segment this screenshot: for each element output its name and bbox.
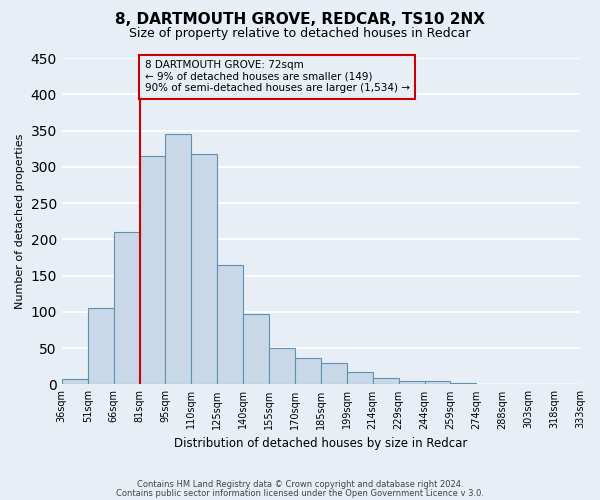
X-axis label: Distribution of detached houses by size in Redcar: Distribution of detached houses by size … xyxy=(174,437,467,450)
Bar xyxy=(191,154,217,384)
Bar xyxy=(166,134,191,384)
Bar xyxy=(347,372,373,384)
Bar xyxy=(321,362,347,384)
Bar xyxy=(217,264,243,384)
Bar xyxy=(451,383,476,384)
Y-axis label: Number of detached properties: Number of detached properties xyxy=(15,134,25,309)
Bar xyxy=(62,380,88,384)
Text: 8, DARTMOUTH GROVE, REDCAR, TS10 2NX: 8, DARTMOUTH GROVE, REDCAR, TS10 2NX xyxy=(115,12,485,28)
Bar xyxy=(373,378,398,384)
Bar xyxy=(425,381,451,384)
Text: Contains HM Land Registry data © Crown copyright and database right 2024.: Contains HM Land Registry data © Crown c… xyxy=(137,480,463,489)
Bar xyxy=(295,358,321,384)
Bar xyxy=(88,308,113,384)
Text: Size of property relative to detached houses in Redcar: Size of property relative to detached ho… xyxy=(129,28,471,40)
Bar xyxy=(243,314,269,384)
Text: 8 DARTMOUTH GROVE: 72sqm
← 9% of detached houses are smaller (149)
90% of semi-d: 8 DARTMOUTH GROVE: 72sqm ← 9% of detache… xyxy=(145,60,410,94)
Bar xyxy=(140,156,166,384)
Text: Contains public sector information licensed under the Open Government Licence v : Contains public sector information licen… xyxy=(116,488,484,498)
Bar xyxy=(113,232,140,384)
Bar xyxy=(269,348,295,385)
Bar xyxy=(398,381,425,384)
